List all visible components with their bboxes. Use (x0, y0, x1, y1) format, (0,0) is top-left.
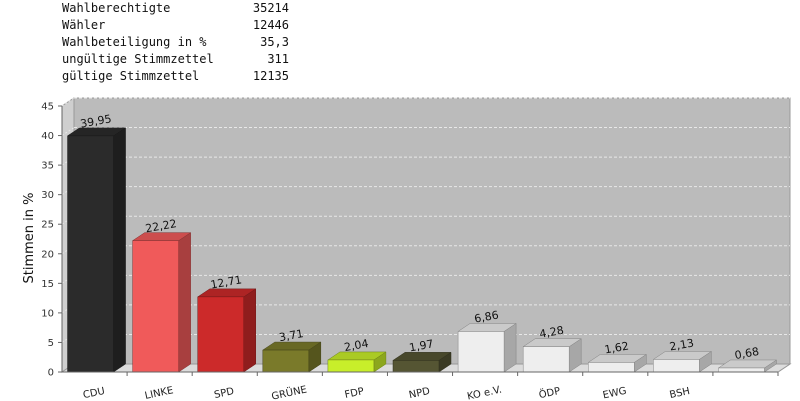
data-label: 4,28 (538, 324, 564, 341)
bar-ödp: 4,28 (522, 324, 583, 373)
bar-front (262, 349, 310, 373)
stat-value: 311 (267, 52, 289, 66)
y-tick-label: 0 (48, 368, 54, 379)
stat-row-invalid-ballots: ungültige Stimmzettel 311 (62, 51, 289, 68)
bar-front (653, 359, 700, 373)
x-tick-label: GRÜNE (270, 382, 308, 401)
y-tick-label: 15 (41, 279, 54, 290)
bar-front (392, 360, 440, 373)
x-tick-label: NPD (408, 386, 431, 401)
y-axis: 0 5 10 15 20 25 30 35 40 45 (41, 102, 63, 379)
y-tick-label: 10 (41, 308, 54, 319)
y-axis-title: Stimmen in % (22, 193, 37, 284)
stat-value: 35,3 (260, 35, 289, 49)
x-tick-label: LINKE (144, 385, 175, 401)
bar-ko-e-v-: 6,86 (457, 308, 517, 373)
bar-cdu: 39,95 (66, 112, 127, 373)
bar-bsh: 2,13 (652, 336, 713, 373)
y-tick-label: 40 (41, 131, 54, 142)
stat-value: 12446 (252, 18, 289, 32)
stat-row-turnout: Wahlbeteiligung in % 35,3 (62, 34, 289, 51)
y-tick-label: 20 (41, 249, 54, 260)
bar-front (718, 367, 765, 373)
data-label: 0,68 (734, 345, 760, 362)
x-tick-label: CDU (82, 386, 106, 401)
bar-side (503, 322, 517, 373)
bar-front (197, 296, 244, 373)
bar-front (67, 135, 114, 373)
data-label: 39,95 (79, 112, 112, 130)
data-label: 1,62 (603, 339, 629, 356)
bar-front (522, 346, 570, 373)
x-axis: CDU LINKE SPD GRÜNE FDP NPD KO e.V. ÖDP EWG BSH (62, 371, 779, 401)
stat-label: Wahlberechtigte (62, 1, 171, 15)
y-tick-label: 30 (41, 190, 54, 201)
x-tick-label: FDP (344, 386, 365, 401)
bar-front (588, 362, 635, 373)
x-tick-label: EWG (602, 386, 628, 401)
bar-side (178, 232, 191, 373)
data-label: 12,71 (209, 273, 242, 291)
x-tick-label: SPD (213, 386, 235, 401)
x-tick-label: BSH (669, 386, 691, 401)
bar-front (132, 240, 179, 373)
stat-value: 12135 (252, 69, 289, 83)
stat-label: Wahlbeteiligung in % (62, 35, 207, 49)
stat-value: 35214 (252, 1, 289, 15)
bar-grüne: 3,71 (261, 327, 322, 373)
bar-front (327, 359, 375, 373)
stat-label: gültige Stimmzettel (62, 69, 200, 83)
gridline-side (61, 97, 75, 107)
bar-side (243, 288, 256, 373)
y-tick-label: 25 (41, 220, 54, 231)
bar-side (113, 127, 126, 373)
data-label: 2,04 (343, 337, 369, 354)
x-tick-label: KO e.V. (466, 385, 503, 401)
stat-row-valid-ballots: gültige Stimmzettel 12135 (62, 68, 289, 85)
x-tick-label: ÖDP (538, 384, 562, 401)
stat-label: Wähler (62, 18, 106, 32)
data-label: 22,22 (144, 217, 177, 235)
stat-label: ungültige Stimmzettel (62, 52, 214, 66)
bar-fdp: 2,04 (327, 337, 387, 373)
bar-front (457, 331, 505, 373)
y-tick-label: 45 (41, 102, 54, 113)
bar-linke: 22,22 (131, 217, 192, 373)
bars: 39,95 22,22 12,71 3,71 2,04 1,97 6,86 4,28 1,62 2… (66, 112, 778, 373)
data-label: 3,71 (278, 327, 304, 344)
election-stats: Wahlberechtigte 35214 Wähler 12446 Wahlb… (62, 0, 289, 85)
data-label: 1,97 (408, 337, 434, 354)
gridline-side (61, 127, 75, 136)
gridlines (61, 97, 790, 343)
data-label: 6,86 (473, 308, 499, 325)
stat-row-voters: Wähler 12446 (62, 17, 289, 34)
y-tick-label: 5 (48, 338, 54, 349)
bar-ewg: 1,62 (587, 339, 648, 373)
bar-unnamed: 0,68 (717, 345, 778, 373)
data-label: 2,13 (669, 336, 695, 353)
stat-row-eligible-voters: Wahlberechtigte 35214 (62, 0, 289, 17)
y-tick-label: 35 (41, 161, 54, 172)
bar-spd: 12,71 (196, 273, 257, 373)
